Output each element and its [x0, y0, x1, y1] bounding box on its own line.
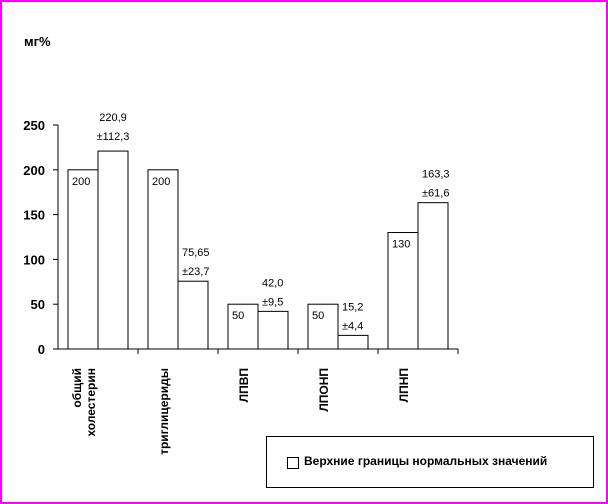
measured-error-label: ±23,7: [182, 266, 209, 278]
y-axis-label: мг%: [24, 34, 51, 49]
measured-bar: [417, 202, 449, 350]
measured-bar: [97, 150, 129, 350]
measured-bar: [257, 310, 289, 350]
y-tick-label: 0: [38, 342, 45, 357]
category-label: ЛПВП: [237, 368, 251, 402]
y-tick-label: 100: [23, 252, 45, 267]
y-tick-label: 200: [23, 163, 45, 178]
measured-value-label: 75,65: [182, 247, 210, 259]
measured-bar: [177, 280, 209, 350]
reference-bar: [67, 169, 99, 350]
reference-value-label: 130: [392, 239, 410, 251]
reference-value-label: 200: [152, 176, 170, 188]
reference-bar: [227, 303, 259, 350]
y-ticks: 0 50 100 150 200 250: [23, 118, 58, 357]
reference-value-label: 200: [72, 176, 90, 188]
legend-swatch: [287, 457, 299, 469]
measured-error-label: ±61,6: [422, 188, 449, 200]
category-label: холестерин: [84, 368, 98, 437]
measured-value-label: 220,9: [99, 112, 127, 124]
category-label: триглицериды: [157, 368, 171, 455]
measured-value-label: 163,3: [422, 169, 450, 181]
x-category-labels: общий холестерин триглицериды ЛПВП ЛПОНП ЛПНП: [70, 368, 411, 455]
category-label: ЛПОНП: [317, 368, 331, 412]
legend: Верхние границы нормальных значений: [266, 436, 594, 488]
measured-error-label: ±9,5: [262, 296, 283, 308]
measured-value-label: 15,2: [342, 301, 363, 313]
y-tick-label: 50: [31, 297, 45, 312]
measured-value-label: 42,0: [262, 277, 283, 289]
y-tick-label: 150: [23, 208, 45, 223]
legend-label: Верхние границы нормальных значений: [304, 454, 548, 468]
measured-error-label: ±112,3: [97, 131, 130, 143]
reference-value-label: 50: [312, 310, 324, 322]
reference-bar: [307, 303, 339, 350]
category-label: ЛПНП: [397, 368, 411, 402]
reference-bar: [147, 169, 179, 350]
measured-bar: [337, 334, 369, 350]
reference-value-label: 50: [232, 310, 244, 322]
bars: 200 220,9 ±112,3 200 75,65 ±23,7 50 42,0 ±9,5 50 1…: [67, 112, 459, 354]
measured-error-label: ±4,4: [342, 320, 363, 332]
y-tick-label: 250: [23, 118, 45, 133]
category-label: общий: [70, 368, 84, 408]
reference-bar: [387, 232, 419, 350]
